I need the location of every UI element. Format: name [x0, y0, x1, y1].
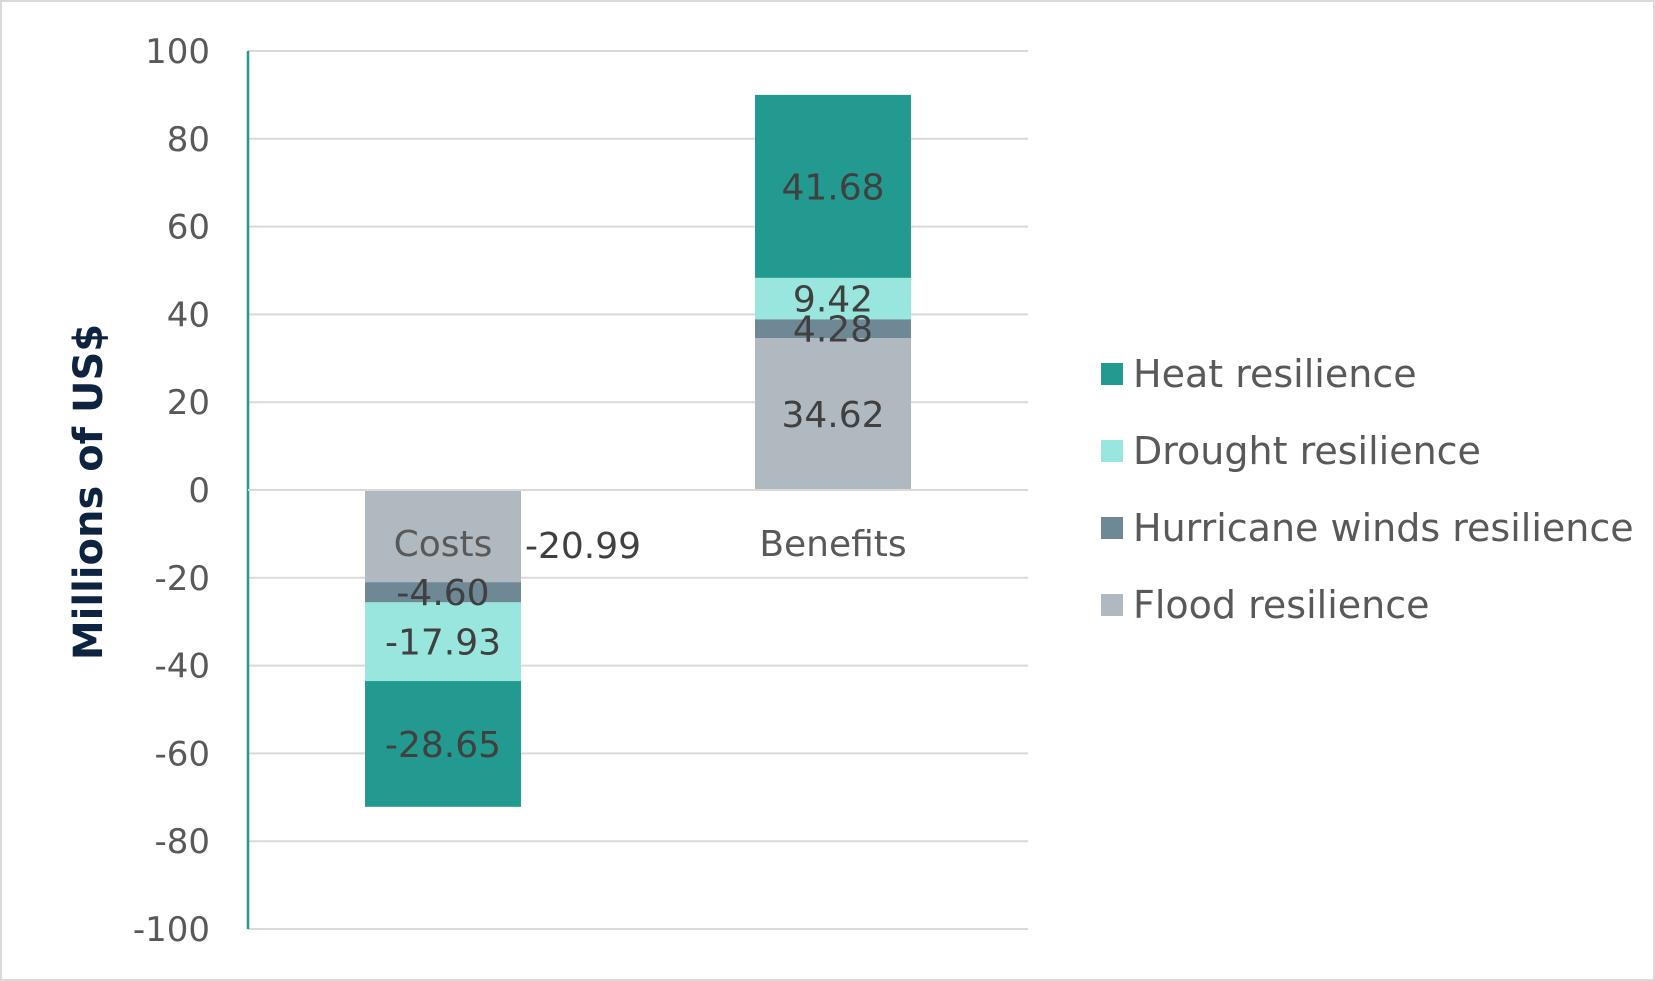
y-tick-label: -80 [154, 822, 210, 862]
x-category-label: Benefits [759, 524, 906, 565]
legend-swatch [1101, 440, 1123, 462]
y-axis-title: Millions of US$ [66, 324, 112, 660]
axes: 100 80 60 40 20 0 -20 -40 -60 -80 -100 [133, 32, 1028, 950]
bar-segment-flood-resilience-costs [365, 490, 521, 583]
y-tick-label: 60 [167, 208, 210, 248]
y-tick-label: -20 [154, 559, 210, 599]
y-tick-label: -40 [154, 647, 210, 687]
data-label: 41.68 [781, 167, 884, 208]
y-tick-label: 100 [145, 32, 210, 72]
legend-swatch [1101, 517, 1123, 539]
legend: Heat resilience Drought resilience Hurrica… [1101, 352, 1634, 627]
data-label: 34.62 [781, 395, 884, 436]
legend-entry: Heat resilience [1133, 352, 1417, 396]
y-tick-label: 20 [167, 383, 210, 423]
legend-swatch [1101, 594, 1123, 616]
bar-segment-flood-resilience-benefits [755, 338, 911, 490]
y-tick-label: -100 [133, 910, 210, 950]
legend-entry: Hurricane winds resilience [1133, 506, 1634, 550]
data-label: 4.28 [793, 310, 873, 351]
data-label: -4.60 [396, 573, 489, 614]
bar-segment-drought-resilience-benefits [755, 277, 911, 320]
x-category-label: Costs [394, 524, 493, 565]
data-label: -17.93 [385, 623, 501, 664]
y-tick-label: 40 [167, 295, 210, 335]
legend-entry: Flood resilience [1133, 583, 1430, 627]
legend-entry: Drought resilience [1133, 429, 1481, 473]
y-tick-label: 80 [167, 120, 210, 160]
data-label: -20.99 [525, 526, 641, 567]
bars [365, 94, 911, 807]
data-labels: -20.99 -4.60 -17.93 -28.65 34.62 4.289.42 41.6… [385, 167, 907, 766]
bar-segment-heat-resilience-costs [365, 681, 521, 807]
y-tick-label: 0 [188, 471, 210, 511]
legend-swatch [1101, 363, 1123, 385]
data-label: -28.65 [385, 725, 501, 766]
y-tick-label: -60 [154, 734, 210, 774]
bar-segment-hurricane-winds-resilience-costs [365, 582, 521, 603]
bar-segment-heat-resilience-benefits [755, 94, 911, 278]
bar-segment-drought-resilience-costs [365, 602, 521, 682]
bar-segment-hurricane-winds-resilience-benefits [755, 319, 911, 339]
data-label: 9.42 [793, 280, 873, 321]
